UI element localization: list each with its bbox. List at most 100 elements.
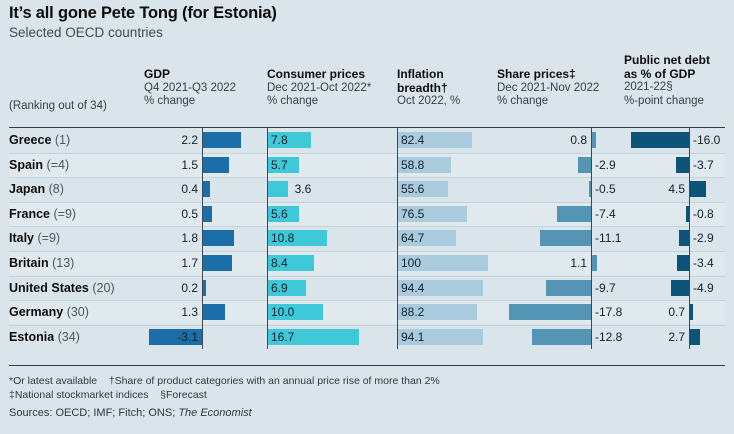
- country-name: Germany: [9, 305, 64, 320]
- value-breadth: 82.4: [401, 133, 425, 147]
- sources-publication: The Economist: [178, 407, 252, 419]
- bar-cpi: [268, 304, 323, 321]
- zero-axis-breadth: [397, 128, 399, 350]
- country-rank: (=4): [46, 157, 70, 172]
- row-country-label: Britain (13): [9, 251, 74, 275]
- bar-shares: [556, 205, 591, 222]
- value-debt: -3.7: [693, 157, 714, 172]
- row-country-label: Greece (1): [9, 128, 70, 152]
- bar-breadth: [398, 156, 451, 173]
- value-gdp: 1.5: [181, 157, 198, 172]
- table-row: [9, 300, 725, 325]
- column-header-breadth-title2: breadth†: [397, 80, 448, 95]
- value-breadth: 100: [401, 256, 422, 270]
- bar-breadth: [398, 304, 478, 321]
- bar-gdp: [148, 328, 202, 345]
- row-separator: [9, 152, 725, 154]
- bar-gdp: [203, 205, 212, 222]
- value-shares: -2.9: [595, 157, 616, 172]
- value-shares: -9.7: [595, 280, 616, 295]
- column-header-gdp: GDP Q4 2021-Q3 2022 % change: [144, 67, 236, 109]
- country-name: Spain: [9, 157, 44, 172]
- value-breadth: 94.1: [401, 329, 425, 344]
- footnote-1b: †Share of product categories with an ann…: [108, 375, 440, 387]
- country-name: Japan: [9, 182, 46, 197]
- bar-debt: [690, 328, 700, 345]
- bar-debt: [631, 132, 689, 148]
- value-debt: -3.4: [693, 256, 714, 270]
- value-debt: 2.7: [668, 329, 685, 344]
- bar-debt: [675, 156, 689, 173]
- country-rank: (13): [52, 256, 75, 270]
- value-gdp: 0.4: [181, 182, 198, 197]
- bar-debt: [690, 181, 707, 198]
- zero-axis-gdp: [202, 128, 204, 350]
- bar-cpi: [268, 328, 359, 345]
- zero-axis-shares: [591, 128, 593, 350]
- country-rank: (1): [54, 133, 71, 147]
- value-cpi: 10.8: [271, 231, 295, 246]
- bar-cpi: [268, 181, 288, 198]
- bar-gdp: [203, 279, 207, 296]
- value-gdp: 1.8: [181, 231, 198, 246]
- value-gdp: 1.3: [181, 305, 198, 320]
- value-breadth: 58.8: [401, 157, 425, 172]
- zero-axis-cpi: [267, 128, 269, 350]
- bar-debt: [686, 205, 689, 222]
- bar-breadth: [398, 328, 483, 345]
- column-header-breadth: Inflation breadth† Oct 2022, %: [397, 67, 460, 109]
- footnote-line-2: ‡National stockmarket indices §Forecast: [9, 389, 207, 402]
- value-cpi: 5.6: [271, 206, 288, 221]
- bar-gdp: [203, 181, 210, 198]
- column-header-debt-title: Public net debt: [624, 53, 711, 67]
- column-header-debt-title2: as % of GDP: [624, 66, 696, 81]
- value-breadth: 94.4: [401, 280, 425, 295]
- value-debt: -4.9: [693, 280, 714, 295]
- bar-shares: [539, 230, 591, 247]
- bar-gdp: [203, 255, 233, 271]
- country-rank: (20): [92, 280, 115, 295]
- country-name: Italy: [9, 231, 35, 246]
- bar-breadth: [398, 279, 483, 296]
- column-header-debt-period: 2021-22§: [624, 81, 673, 93]
- bar-shares: [546, 279, 591, 296]
- value-shares: -0.5: [595, 182, 616, 197]
- table-row: [9, 276, 725, 300]
- value-cpi: 8.4: [271, 256, 288, 270]
- sources-line: Sources: OECD; IMF; Fitch; ONS; The Econ…: [9, 407, 252, 420]
- row-separator: [9, 324, 725, 326]
- footnote-line-1: *Or latest available †Share of product c…: [9, 375, 440, 388]
- value-debt: -0.8: [693, 206, 714, 221]
- table-bottom-rule: [9, 365, 725, 367]
- bar-debt: [676, 255, 689, 271]
- bar-breadth: [398, 230, 457, 247]
- table-row: [9, 177, 725, 201]
- value-shares: -7.4: [595, 206, 616, 221]
- country-rank: (34): [57, 329, 80, 344]
- row-separator: [9, 201, 725, 203]
- bar-cpi: [268, 230, 327, 247]
- country-name: Greece: [9, 133, 52, 147]
- value-gdp: 0.2: [181, 280, 198, 295]
- bar-gdp: [203, 304, 226, 321]
- bar-shares: [588, 181, 591, 198]
- value-gdp: 2.2: [181, 133, 198, 147]
- column-header-gdp-title: GDP: [144, 67, 171, 81]
- country-name: Estonia: [9, 329, 55, 344]
- bar-shares: [592, 132, 596, 148]
- bar-breadth: [398, 255, 488, 271]
- footnote-1a: *Or latest available: [9, 375, 98, 387]
- bar-debt: [678, 230, 689, 247]
- value-gdp: -3.1: [177, 329, 198, 344]
- value-breadth: 88.2: [401, 305, 425, 320]
- country-rank: (=9): [53, 206, 77, 221]
- zero-axis-debt: [689, 128, 691, 350]
- row-country-label: Italy (=9): [9, 226, 60, 250]
- page-title: It’s all gone Pete Tong (for Estonia): [9, 4, 277, 22]
- value-cpi: 16.7: [271, 329, 295, 344]
- row-separator: [9, 300, 725, 302]
- bar-debt: [690, 304, 693, 321]
- value-debt: -2.9: [693, 231, 714, 246]
- column-header-cpi: Consumer prices Dec 2021-Oct 2022* % cha…: [267, 67, 371, 109]
- bar-cpi: [268, 279, 306, 296]
